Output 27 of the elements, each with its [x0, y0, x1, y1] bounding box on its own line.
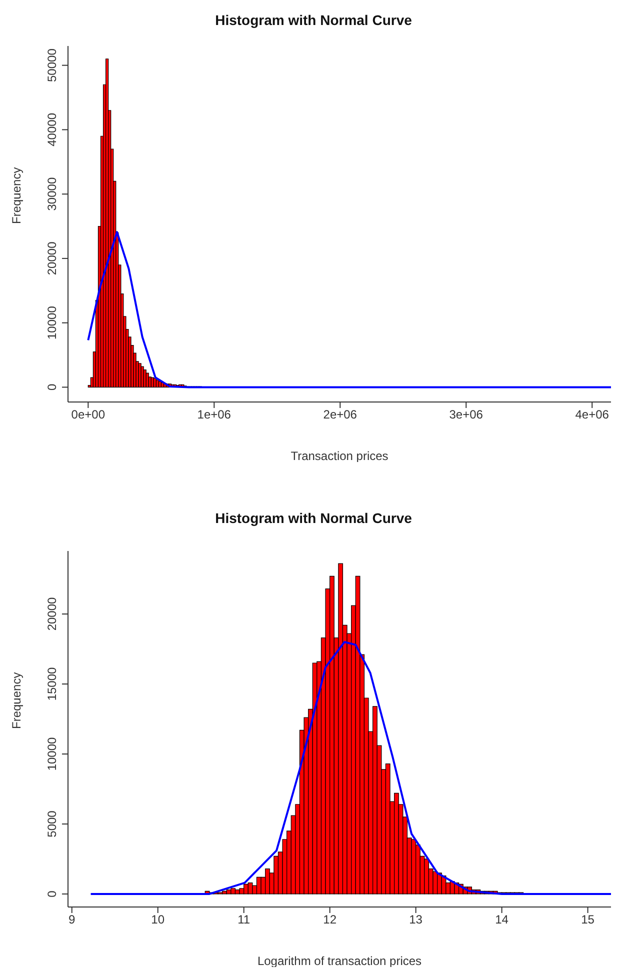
y-axis-title: Frequency	[9, 167, 24, 224]
y-tick-label: 15000	[45, 666, 59, 701]
y-tick-label: 0	[45, 890, 59, 898]
x-tick-label: 9	[68, 912, 76, 927]
chart-title: Histogram with Normal Curve	[214, 509, 413, 528]
x-tick-label: 13	[409, 912, 423, 927]
y-tick-label: 20000	[45, 241, 59, 276]
y-axis-title: Frequency	[9, 672, 24, 729]
x-tick-label: 15	[581, 912, 595, 927]
y-tick-label: 5000	[45, 810, 59, 838]
y-tick-label: 50000	[45, 48, 59, 82]
x-tick-label: 10	[151, 912, 165, 927]
x-tick-label: 12	[323, 912, 337, 927]
x-tick-label: 4e+06	[575, 408, 610, 422]
y-tick-label: 10000	[45, 306, 59, 340]
x-tick-label: 2e+06	[323, 408, 358, 422]
x-tick-label: 1e+06	[197, 408, 232, 422]
y-tick-label: 40000	[45, 112, 59, 146]
y-tick-label: 30000	[45, 177, 59, 211]
x-tick-label: 14	[495, 912, 509, 927]
y-tick-label: 10000	[45, 736, 59, 771]
x-tick-label: 3e+06	[449, 408, 484, 422]
x-tick-label: 0e+00	[71, 408, 106, 422]
y-tick-label: 0	[45, 384, 59, 391]
x-tick-label: 11	[238, 912, 250, 927]
chart-title: Histogram with Normal Curve	[214, 11, 413, 30]
y-tick-label: 20000	[45, 596, 59, 631]
